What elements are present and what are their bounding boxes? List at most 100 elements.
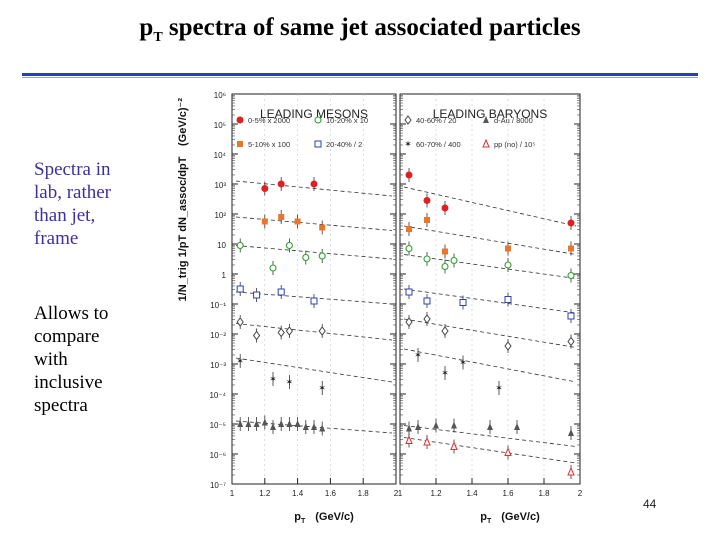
y-tick-label: 10⁻⁶	[210, 451, 226, 460]
marker	[441, 326, 449, 336]
marker	[261, 418, 268, 426]
y-tick-label: 10⁻⁵	[210, 421, 226, 430]
marker	[487, 423, 493, 430]
fit-line	[235, 245, 393, 260]
title-rule-shadow	[22, 77, 698, 78]
panel-title: LEADING MESONS	[260, 107, 368, 121]
marker	[567, 271, 575, 280]
marker	[450, 441, 458, 450]
y-axis: 10⁶ 10⁵ 10⁴ 10³ 10² 10 1 10⁻¹ 10⁻² 10⁻³ 10⁻⁴ 10⁻⁵ 10…	[177, 91, 580, 490]
marker	[514, 423, 520, 430]
marker	[441, 262, 449, 271]
marker	[245, 420, 252, 427]
marker	[405, 171, 413, 179]
marker	[415, 423, 421, 430]
x-tick-label: 2	[578, 489, 583, 498]
marker	[236, 317, 244, 327]
fit-line	[403, 186, 577, 227]
marker	[459, 299, 467, 306]
y-tick-label: 10⁻⁴	[209, 391, 226, 400]
spectra-figure: LEADING MESONS LEADING BARYONS 10⁶ 10⁵ 10⁴ 1…	[168, 82, 608, 528]
slide-number: 44	[643, 497, 657, 511]
marker	[236, 116, 244, 124]
marker	[261, 218, 268, 225]
marker	[505, 245, 511, 252]
marker	[405, 317, 413, 327]
note-lab-frame: Spectra in lab, rather than jet, frame	[34, 159, 112, 249]
marker: ✶	[269, 374, 277, 384]
x-tick-label: 1.8	[538, 489, 550, 498]
marker	[236, 285, 244, 293]
y-tick-label: 10⁻³	[210, 361, 226, 370]
y-tick-label: 1	[222, 271, 227, 280]
panel-frame	[399, 93, 581, 485]
marker	[253, 420, 260, 427]
marker	[278, 420, 285, 427]
marker: ✶	[459, 358, 467, 368]
plot-frame: LEADING MESONS LEADING BARYONS	[231, 93, 581, 485]
marker	[277, 288, 285, 296]
y-tick-label: 10⁻²	[210, 331, 226, 340]
marker	[277, 327, 285, 338]
marker	[310, 297, 318, 305]
marker	[302, 423, 309, 430]
marker	[423, 197, 431, 204]
marker	[423, 314, 431, 324]
fit-line	[235, 323, 393, 341]
marker	[237, 420, 244, 427]
marker	[277, 180, 285, 188]
marker	[236, 241, 244, 250]
fit-line	[403, 288, 577, 314]
marker	[567, 312, 575, 320]
spectra-plot: LEADING MESONS LEADING BARYONS 10⁶10⁵10⁴1…	[177, 91, 583, 525]
marker	[278, 214, 285, 220]
marker	[504, 341, 512, 351]
y-tick-label: 10²	[214, 211, 226, 220]
marker	[450, 256, 458, 265]
marker	[567, 219, 575, 227]
marker	[285, 241, 293, 250]
marker	[261, 185, 269, 192]
y-tick-label: 10⁵	[214, 121, 226, 130]
marker	[441, 204, 449, 212]
marker	[404, 115, 412, 125]
y-axis-title: 1/N_trig 1/pT dN_assoc/dpT	[177, 156, 189, 301]
legend-label: 60-70% / 400	[416, 140, 461, 149]
marker	[253, 291, 261, 299]
x-tick-label: 1.2	[430, 489, 442, 498]
marker	[269, 264, 277, 272]
x-axis: 1 1.2 1.4 1.6 1.8 2 pT (GeV/c) 1 1.2 1.4 1.6 1.8 2 pT(…	[230, 478, 583, 525]
marker	[286, 420, 293, 427]
marker	[406, 226, 412, 232]
legend-label: d-Au / 8000	[494, 116, 533, 125]
marker	[567, 466, 575, 476]
marker	[405, 435, 413, 444]
x-tick-label: 1.2	[259, 489, 271, 498]
fit-line	[403, 425, 577, 447]
marker	[285, 326, 294, 336]
marker	[405, 244, 413, 253]
marker	[252, 330, 261, 341]
marker	[442, 248, 448, 255]
marker	[237, 141, 243, 147]
legend-label: 40-60% / 20	[416, 116, 456, 125]
marker: ✶	[236, 356, 244, 366]
marker	[433, 421, 439, 429]
marker	[424, 217, 430, 223]
marker	[568, 245, 574, 252]
y-tick-label: 10⁻⁷	[210, 481, 226, 490]
title-rule	[22, 73, 698, 76]
fit-line	[403, 437, 577, 464]
marker	[405, 288, 413, 296]
x-tick-label: 1.4	[466, 489, 478, 498]
note-compare-inclusive: Allows to compare with inclusive spectra	[34, 303, 109, 416]
legend-label: 20-40% / 2	[326, 140, 362, 149]
x-axis-title: pT (GeV/c)	[480, 511, 540, 525]
x-tick-label: 2	[394, 489, 399, 498]
fit-line	[403, 225, 577, 255]
x-tick-label: 1.6	[325, 489, 337, 498]
y-tick-label: 10⁴	[214, 151, 227, 160]
fit-line	[235, 216, 393, 231]
marker	[302, 253, 310, 262]
legend-label: 10-20% x 10	[326, 116, 368, 125]
